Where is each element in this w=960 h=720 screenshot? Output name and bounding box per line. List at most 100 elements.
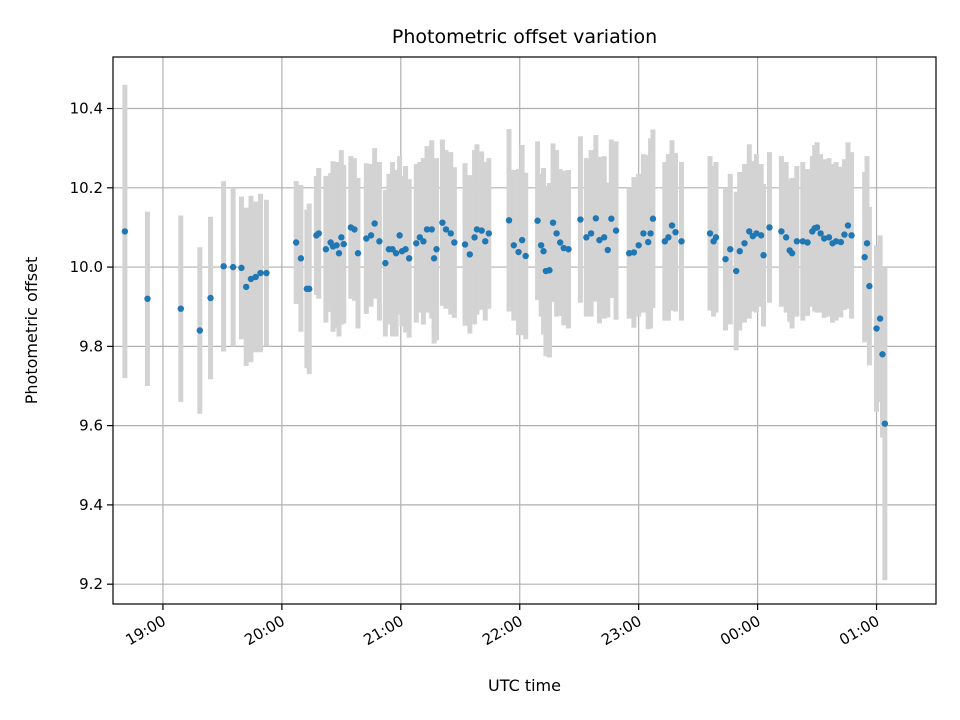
y-tick-label: 10.4 bbox=[70, 100, 103, 118]
data-point bbox=[813, 224, 821, 231]
data-point bbox=[257, 269, 264, 277]
data-point bbox=[640, 230, 647, 237]
data-point bbox=[220, 263, 227, 270]
data-point bbox=[338, 234, 345, 241]
data-point bbox=[510, 242, 517, 249]
data-point bbox=[229, 263, 237, 271]
data-point bbox=[540, 248, 547, 255]
data-point bbox=[351, 226, 358, 233]
data-point bbox=[451, 239, 458, 246]
data-point bbox=[837, 238, 845, 246]
data-point bbox=[832, 238, 840, 245]
data-point bbox=[518, 236, 526, 244]
data-point bbox=[722, 255, 729, 263]
data-point bbox=[439, 219, 446, 226]
data-point bbox=[534, 217, 541, 224]
y-axis-ticks: 9.2 9.4 9.6 9.8 10.0 10.2 10.4 bbox=[70, 100, 113, 593]
data-point bbox=[537, 242, 545, 249]
data-point bbox=[371, 220, 378, 227]
data-point bbox=[322, 246, 330, 253]
data-point bbox=[430, 255, 438, 262]
data-point bbox=[144, 295, 151, 302]
data-point bbox=[121, 228, 129, 235]
chart-title: Photometric offset variation bbox=[392, 26, 657, 48]
data-point bbox=[861, 253, 868, 261]
data-point bbox=[844, 222, 852, 229]
data-point bbox=[672, 228, 679, 236]
data-point bbox=[778, 228, 785, 235]
data-point bbox=[804, 239, 811, 246]
y-axis-label: Photometric offset bbox=[22, 257, 41, 405]
data-point bbox=[243, 283, 250, 291]
data-point bbox=[766, 224, 773, 231]
data-point bbox=[333, 242, 340, 249]
data-point bbox=[757, 232, 765, 239]
data-point bbox=[382, 259, 389, 267]
data-point bbox=[478, 227, 485, 234]
data-point bbox=[732, 267, 740, 275]
data-point bbox=[340, 240, 347, 248]
data-point bbox=[428, 226, 435, 233]
data-point bbox=[649, 215, 657, 222]
data-point bbox=[712, 234, 720, 241]
data-point bbox=[177, 305, 184, 312]
data-point bbox=[207, 294, 214, 302]
data-point bbox=[817, 230, 824, 237]
data-point bbox=[546, 267, 553, 274]
data-point bbox=[292, 239, 300, 246]
data-point bbox=[647, 230, 654, 237]
data-point bbox=[549, 219, 557, 226]
data-point bbox=[848, 232, 855, 239]
data-point bbox=[612, 227, 620, 234]
data-point bbox=[741, 240, 748, 247]
y-tick-label: 9.2 bbox=[79, 575, 103, 593]
y-tick-label: 9.8 bbox=[79, 337, 103, 355]
data-point bbox=[354, 250, 362, 257]
data-point bbox=[505, 217, 513, 224]
data-point bbox=[466, 251, 473, 258]
x-axis-label: UTC time bbox=[488, 676, 561, 695]
data-point bbox=[447, 230, 454, 237]
data-point bbox=[587, 230, 595, 237]
data-point bbox=[782, 234, 790, 241]
data-point bbox=[866, 282, 873, 290]
data-point bbox=[596, 236, 603, 244]
data-point bbox=[263, 269, 270, 277]
data-point bbox=[644, 238, 652, 246]
data-point bbox=[413, 240, 420, 247]
data-point bbox=[461, 241, 469, 248]
data-point bbox=[482, 238, 489, 245]
data-point bbox=[252, 273, 259, 281]
data-point bbox=[881, 420, 889, 427]
data-point bbox=[841, 231, 848, 238]
data-point bbox=[600, 234, 608, 241]
data-point bbox=[727, 246, 734, 253]
data-point bbox=[630, 249, 638, 256]
data-point bbox=[565, 246, 572, 253]
data-point bbox=[793, 238, 801, 245]
data-point bbox=[363, 235, 370, 242]
data-point bbox=[433, 246, 440, 253]
data-point bbox=[556, 239, 564, 246]
data-point bbox=[376, 238, 383, 245]
data-point bbox=[863, 240, 871, 247]
data-point bbox=[577, 216, 584, 223]
data-point bbox=[471, 234, 478, 241]
data-point bbox=[604, 246, 611, 254]
data-point bbox=[608, 215, 615, 222]
data-point bbox=[706, 230, 714, 237]
data-point bbox=[625, 250, 633, 257]
data-point bbox=[879, 351, 886, 358]
y-tick-label: 9.6 bbox=[79, 417, 103, 435]
data-point bbox=[522, 252, 529, 260]
data-point bbox=[515, 248, 522, 256]
y-tick-label: 10.0 bbox=[70, 258, 103, 276]
data-point bbox=[583, 234, 590, 241]
data-points bbox=[121, 215, 889, 427]
data-point bbox=[306, 285, 313, 293]
data-point bbox=[423, 226, 431, 233]
data-point bbox=[402, 246, 409, 253]
plot-frame bbox=[112, 56, 937, 605]
data-point bbox=[760, 251, 767, 259]
data-point bbox=[553, 230, 560, 237]
